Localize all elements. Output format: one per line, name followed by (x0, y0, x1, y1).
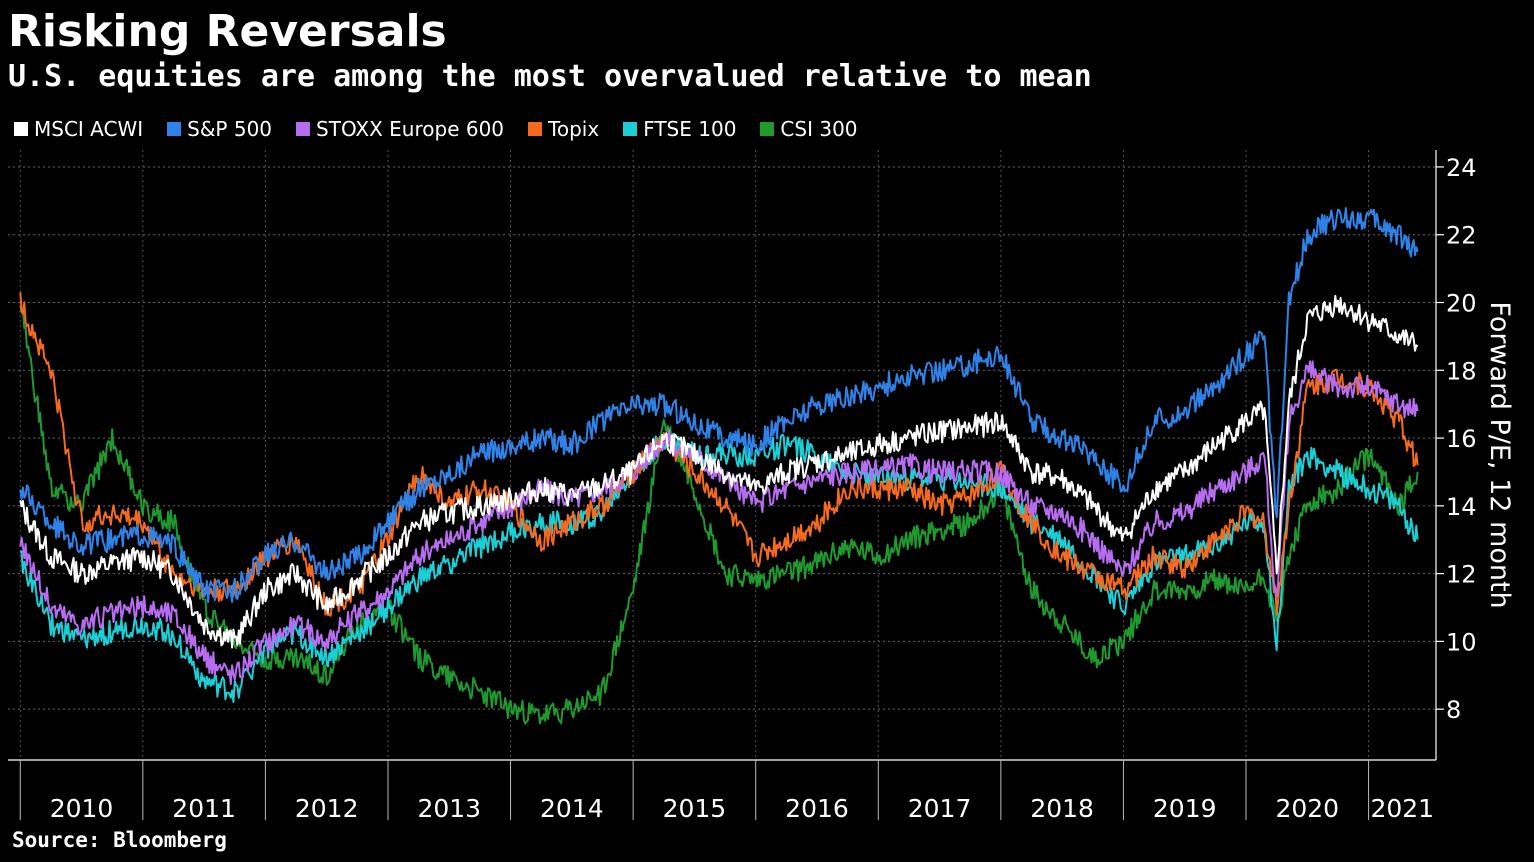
x-tick-label: 2012 (295, 794, 359, 823)
legend-item: FTSE 100 (623, 117, 736, 141)
legend-label: MSCI ACWI (34, 117, 144, 141)
legend-label: Topix (548, 117, 600, 141)
y-tick-label: 20 (1446, 290, 1477, 318)
chart-title: Risking Reversals (8, 6, 447, 57)
source-note: Source: Bloomberg (12, 828, 227, 852)
legend-swatch (760, 122, 775, 136)
series-line-ftse-100 (19, 431, 1419, 703)
y-tick-label: 24 (1446, 154, 1477, 182)
y-tick-label: 16 (1446, 425, 1477, 453)
x-tick-label: 2020 (1275, 794, 1339, 823)
y-tick-label: 18 (1446, 357, 1477, 385)
y-axis-label: Forward P/E, 12 month (1484, 301, 1515, 608)
x-tick-label: 2015 (663, 794, 727, 823)
legend-item: S&P 500 (167, 117, 272, 141)
legend: MSCI ACWI S&P 500 STOXX Europe 600 Topix FTS… (14, 114, 882, 144)
y-tick-label: 10 (1446, 628, 1477, 656)
series-line-topix (19, 292, 1419, 617)
x-tick-label: 2019 (1153, 794, 1217, 823)
legend-swatch (167, 122, 182, 136)
y-axis: 8 10 12 14 16 18 20 22 24 (1435, 150, 1477, 760)
chart-subtitle: U.S. equities are among the most overval… (8, 59, 1092, 94)
legend-swatch (528, 122, 543, 136)
legend-swatch (296, 122, 311, 136)
legend-label: FTSE 100 (643, 117, 737, 141)
series-line-stoxx-europe-600 (19, 360, 1419, 686)
x-tick-label: 2011 (172, 794, 236, 823)
legend-label: STOXX Europe 600 (316, 117, 505, 141)
y-tick-label: 8 (1446, 696, 1461, 724)
legend-label: CSI 300 (780, 117, 858, 141)
legend-label: S&P 500 (187, 117, 273, 141)
y-tick-label: 22 (1446, 222, 1477, 250)
series-line-s-p-500 (19, 207, 1419, 604)
legend-item: STOXX Europe 600 (296, 117, 504, 141)
x-tick-label: 2018 (1030, 794, 1094, 823)
legend-item: Topix (528, 117, 599, 141)
x-tick-label: 2014 (540, 794, 604, 823)
y-tick-label: 12 (1446, 561, 1477, 589)
x-tick-label: 2010 (50, 794, 114, 823)
y-tick-label: 14 (1446, 493, 1477, 521)
series-lines (19, 207, 1419, 725)
x-tick-label: 2016 (785, 794, 849, 823)
legend-item: MSCI ACWI (14, 117, 143, 141)
x-tick-label: 2017 (908, 794, 972, 823)
series-line-csi-300 (19, 304, 1419, 725)
legend-item: CSI 300 (760, 117, 858, 141)
series-line-msci-acwi (19, 294, 1419, 649)
legend-swatch (623, 122, 638, 136)
x-tick-label: 2013 (417, 794, 481, 823)
x-axis: 2010 2011 2012 2013 2014 2015 2016 2017 2018 2019… (8, 759, 1436, 823)
x-tick-label: 2021 (1370, 794, 1434, 823)
legend-swatch (14, 122, 28, 136)
